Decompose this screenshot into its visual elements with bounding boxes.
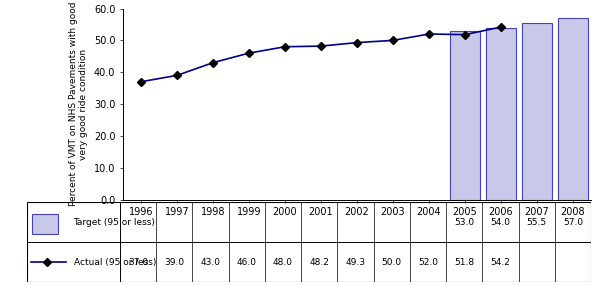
Text: 39.0: 39.0 bbox=[164, 258, 184, 267]
Text: 51.8: 51.8 bbox=[454, 258, 474, 267]
Bar bbox=[557, 18, 588, 199]
Text: 50.0: 50.0 bbox=[382, 258, 402, 267]
Text: 43.0: 43.0 bbox=[200, 258, 221, 267]
Text: 48.0: 48.0 bbox=[273, 258, 293, 267]
Text: 46.0: 46.0 bbox=[237, 258, 257, 267]
Text: Target (95 or less): Target (95 or less) bbox=[74, 218, 155, 227]
Text: 53.0: 53.0 bbox=[454, 218, 474, 227]
Text: 55.5: 55.5 bbox=[527, 218, 547, 227]
Bar bbox=[449, 31, 480, 200]
Y-axis label: Percent of VMT on NHS Pavements with good
very good ride condition: Percent of VMT on NHS Pavements with goo… bbox=[69, 2, 88, 206]
Text: 49.3: 49.3 bbox=[346, 258, 365, 267]
Text: 57.0: 57.0 bbox=[563, 218, 583, 227]
Text: 54.2: 54.2 bbox=[490, 258, 511, 267]
Text: 52.0: 52.0 bbox=[418, 258, 438, 267]
Text: 54.0: 54.0 bbox=[490, 218, 511, 227]
FancyBboxPatch shape bbox=[32, 214, 58, 234]
Bar bbox=[485, 28, 516, 200]
Text: 48.2: 48.2 bbox=[310, 258, 329, 267]
Bar bbox=[521, 23, 552, 200]
Text: Actual (95 or less): Actual (95 or less) bbox=[74, 258, 156, 267]
Text: 37.0: 37.0 bbox=[128, 258, 148, 267]
